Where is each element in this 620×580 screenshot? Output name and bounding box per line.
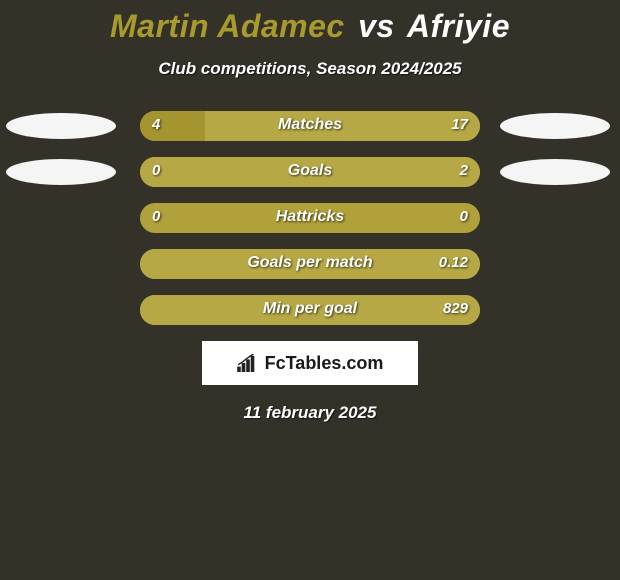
brand-box[interactable]: FcTables.com	[202, 341, 418, 385]
club-badge-right	[500, 113, 610, 139]
stat-bar: Goals per match0.12	[140, 249, 480, 279]
stat-value-left: 0	[152, 162, 160, 179]
date-label: 11 february 2025	[0, 403, 620, 423]
bar-chart-icon	[237, 354, 259, 372]
stat-value-right: 829	[443, 300, 468, 317]
stat-bar: Hattricks0 0	[140, 203, 480, 233]
stat-value-left: 0	[152, 208, 160, 225]
stat-label: Hattricks	[140, 208, 480, 226]
club-badge-left	[6, 113, 116, 139]
stat-label: Goals	[140, 162, 480, 180]
brand-text: FcTables.com	[265, 353, 384, 374]
page-title: Martin Adamec vs Afriyie	[0, 8, 620, 45]
stat-bar: Matches4 17	[140, 111, 480, 141]
stat-label: Goals per match	[140, 254, 480, 272]
stat-value-right: 17	[451, 116, 468, 133]
player1-name: Martin Adamec	[110, 8, 345, 44]
stat-label: Matches	[140, 116, 480, 134]
vs-label: vs	[358, 8, 395, 44]
stat-bar: Min per goal829	[140, 295, 480, 325]
comparison-widget: Martin Adamec vs Afriyie Club competitio…	[0, 0, 620, 423]
stat-value-left: 4	[152, 116, 160, 133]
stat-row: Goals0 2	[0, 157, 620, 187]
stat-rows: Matches417Goals02Hattricks00Goals per ma…	[0, 111, 620, 325]
club-badge-left	[6, 159, 116, 185]
stat-value-right: 0	[460, 208, 468, 225]
stat-value-right: 2	[460, 162, 468, 179]
stat-row: Min per goal829	[0, 295, 620, 325]
player2-name: Afriyie	[407, 8, 510, 44]
club-badge-right	[500, 159, 610, 185]
stat-label: Min per goal	[140, 300, 480, 318]
stat-row: Hattricks0 0	[0, 203, 620, 233]
subtitle: Club competitions, Season 2024/2025	[0, 59, 620, 79]
stat-value-right: 0.12	[439, 254, 468, 271]
stat-bar: Goals0 2	[140, 157, 480, 187]
stat-row: Goals per match0.12	[0, 249, 620, 279]
stat-row: Matches4 17	[0, 111, 620, 141]
